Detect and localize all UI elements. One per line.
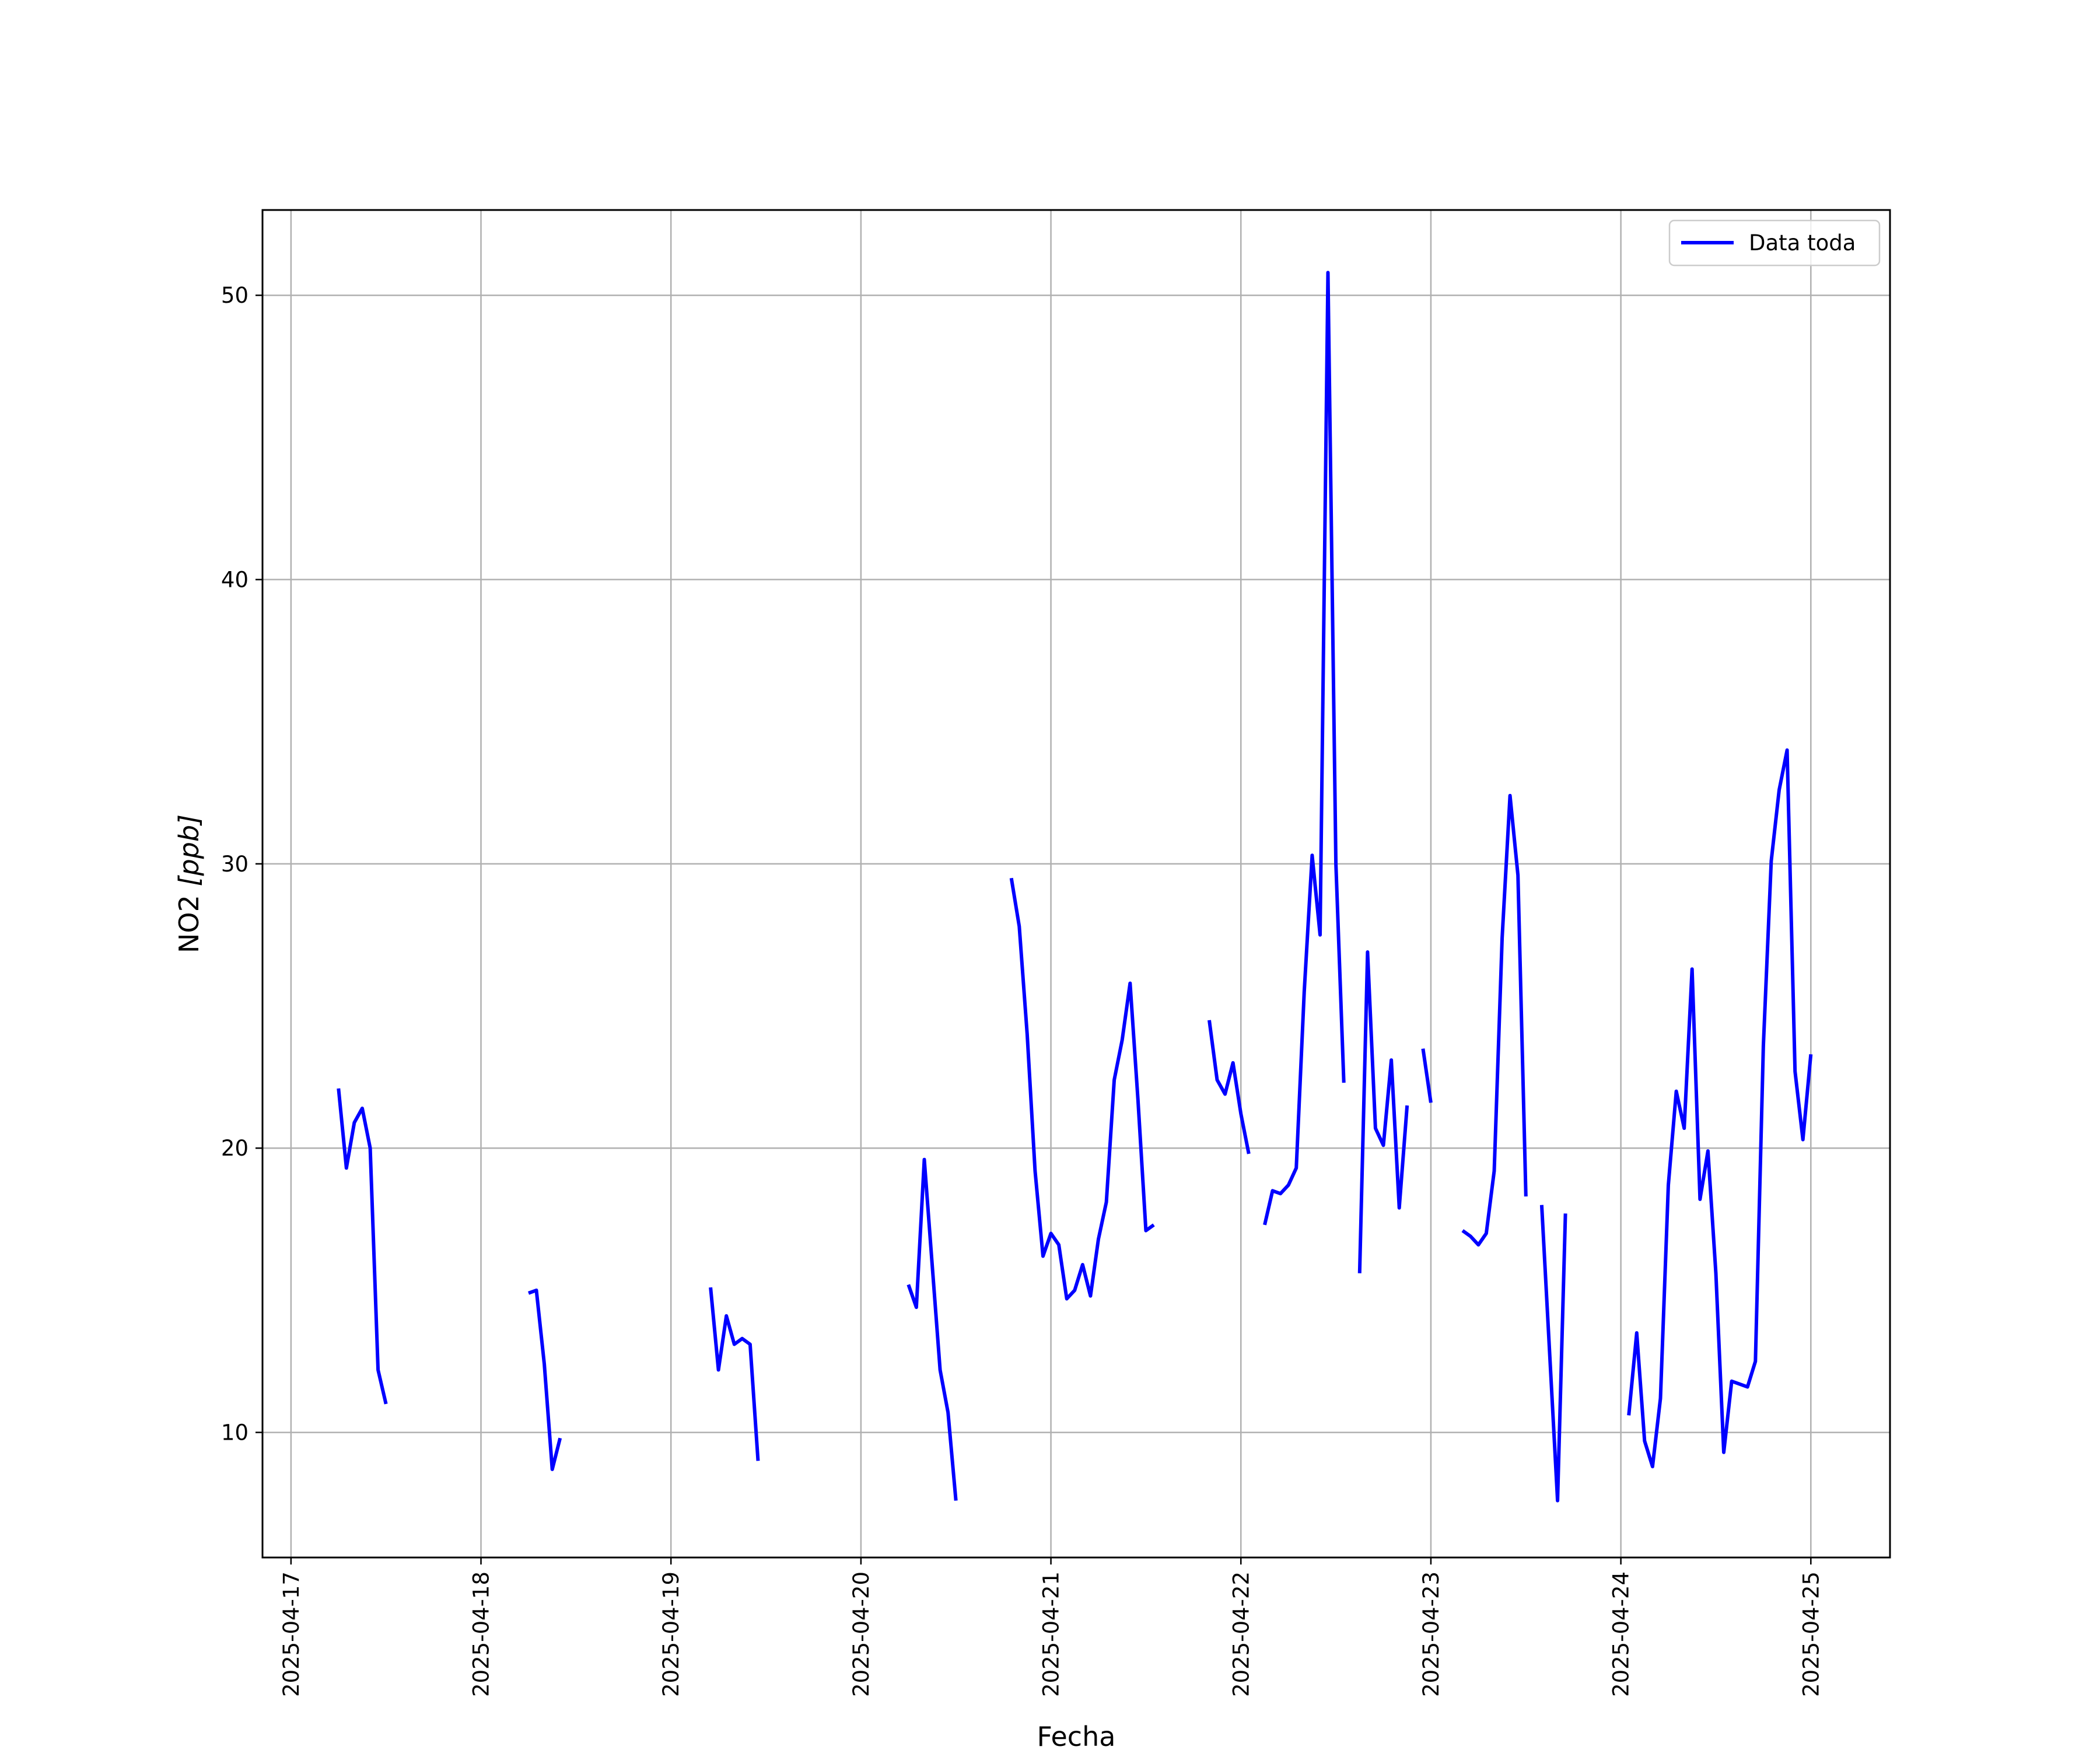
grid xyxy=(262,210,1890,1558)
y-tick-label: 40 xyxy=(221,568,249,593)
series-layer xyxy=(337,271,1813,1503)
y-axis-title: NO2 [ppb] xyxy=(173,814,205,953)
x-tick-label: 2025-04-23 xyxy=(1419,1572,1444,1697)
series-line-segment xyxy=(1539,1205,1567,1503)
x-tick-label: 2025-04-19 xyxy=(659,1572,684,1697)
x-tick-label: 2025-04-18 xyxy=(469,1572,494,1697)
legend: Data toda xyxy=(1668,219,1881,267)
x-axis-title: Fecha xyxy=(1037,1721,1116,1750)
series-line-segment xyxy=(1627,748,1813,1469)
legend-label-data-toda: Data toda xyxy=(1749,230,1856,256)
series-line-segment xyxy=(1461,793,1528,1247)
series-line-segment xyxy=(337,1088,388,1405)
y-axis: 10 20 30 40 50 xyxy=(221,283,262,1446)
plot-frame xyxy=(261,209,1891,1559)
y-tick-label: 10 xyxy=(221,1420,249,1446)
series-line-segment xyxy=(709,1287,760,1461)
series-line-segment xyxy=(1208,1020,1251,1154)
x-tick-label: 2025-04-22 xyxy=(1228,1572,1254,1697)
series-line-segment xyxy=(1009,877,1155,1301)
x-tick-label: 2025-04-24 xyxy=(1609,1572,1634,1697)
x-tick-label: 2025-04-21 xyxy=(1039,1572,1064,1697)
y-tick-label: 50 xyxy=(221,283,249,308)
x-tick-label: 2025-04-17 xyxy=(279,1572,304,1697)
x-tick-label: 2025-04-25 xyxy=(1798,1572,1824,1697)
series-line-segment xyxy=(1263,271,1346,1226)
y-axis-title-main: NO2 xyxy=(173,886,205,953)
y-axis-title-unit: [ppb] xyxy=(173,814,205,887)
x-axis: 2025-04-17 2025-04-18 2025-04-19 2025-04-20… xyxy=(279,1558,1824,1697)
legend-box xyxy=(1668,219,1881,267)
series-line-segment xyxy=(907,1157,958,1501)
series-line-segment xyxy=(1357,950,1409,1273)
series-line-segment xyxy=(1421,1048,1433,1103)
y-tick-label: 30 xyxy=(221,852,249,877)
x-tick-label: 2025-04-20 xyxy=(849,1572,874,1697)
y-tick-label: 20 xyxy=(221,1136,249,1161)
series-line-segment xyxy=(527,1288,562,1471)
